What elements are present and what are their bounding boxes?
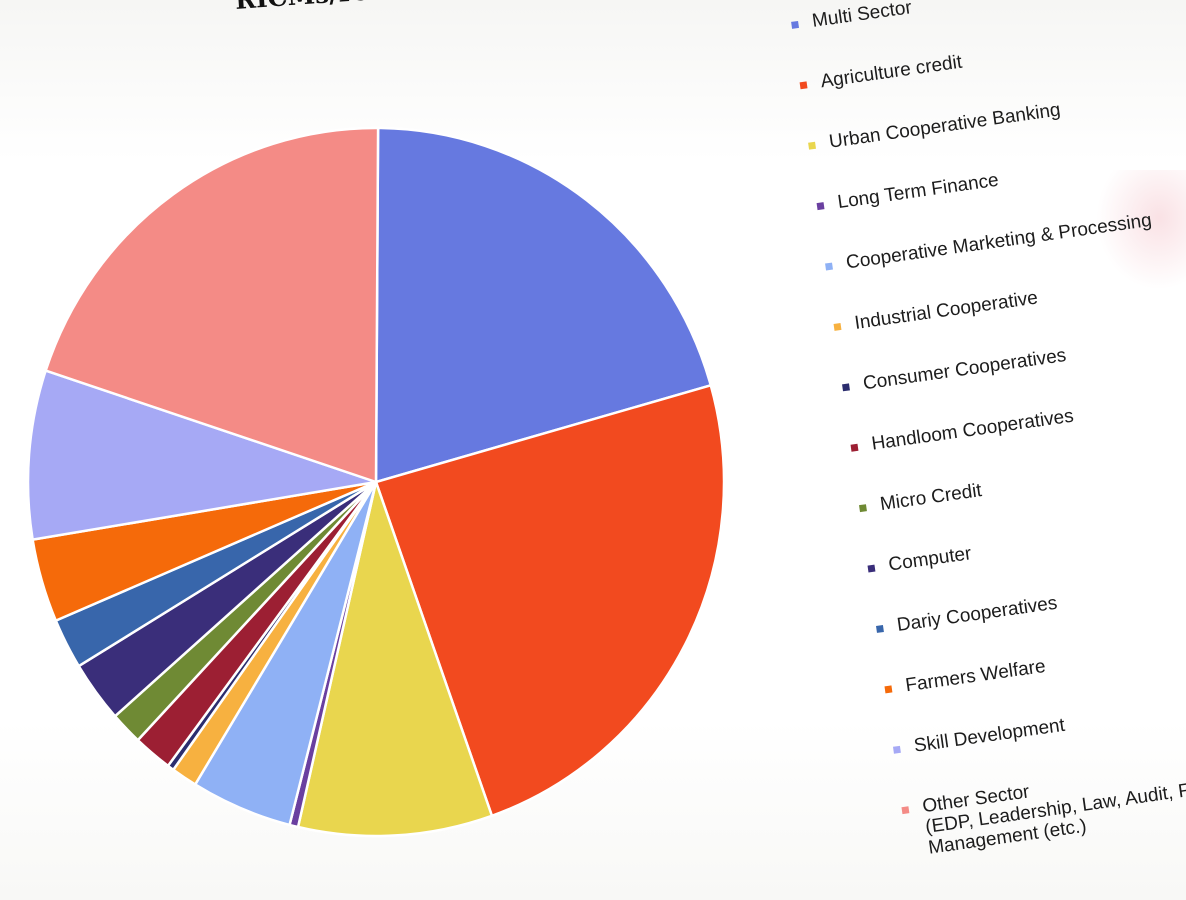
- legend-item-computer: Computer: [866, 543, 973, 578]
- pie-chart: [26, 126, 726, 838]
- legend-item-micro-credit: Micro Credit: [858, 480, 983, 518]
- legend-item-industrial-cooperative: Industrial Cooperative: [832, 287, 1039, 336]
- legend-item-farmers-welfare: Farmers Welfare: [883, 655, 1047, 699]
- legend-swatch: [867, 564, 876, 573]
- legend-swatch: [808, 141, 816, 150]
- legend-label: Cooperative Marketing & Processing: [844, 209, 1154, 274]
- legend-label: Industrial Cooperative: [853, 287, 1040, 334]
- legend-swatch: [825, 262, 833, 271]
- legend-swatch: [842, 383, 850, 392]
- legend-label: Computer: [887, 543, 973, 576]
- pie-slice-agriculture-credit: [374, 384, 726, 818]
- legend-swatch: [833, 322, 842, 331]
- legend-swatch: [901, 806, 910, 815]
- legend-item-consumer-cooperatives: Consumer Cooperatives: [841, 345, 1068, 397]
- legend-swatch: [892, 745, 901, 754]
- pie-slice-skill-development: [26, 369, 378, 541]
- legend-item-agriculture-credit: Agriculture credit: [798, 52, 963, 96]
- legend-label: Agriculture credit: [819, 51, 964, 93]
- legend-swatch: [850, 443, 859, 452]
- legend-swatch: [799, 81, 808, 90]
- photo-glare: [1096, 170, 1186, 290]
- legend-label: Skill Development: [912, 714, 1067, 757]
- legend-item-skill-development: Skill Development: [892, 715, 1066, 760]
- legend-label: Handloom Cooperatives: [870, 405, 1076, 455]
- legend-swatch: [859, 504, 867, 513]
- legend-swatch: [791, 20, 800, 29]
- legend-label: Consumer Cooperatives: [861, 345, 1068, 395]
- legend-item-long-term-finance: Long Term Finance: [815, 169, 1000, 216]
- legend-swatch: [816, 202, 825, 211]
- pie-slice-other-sector: [44, 126, 380, 484]
- legend-item-handloom-cooperatives: Handloom Cooperatives: [849, 406, 1075, 458]
- pie-slice-urban-cooperative-banking: [296, 480, 494, 838]
- legend-item-urban-cooperative-banking: Urban Cooperative Banking: [807, 99, 1062, 155]
- pie-slice-multi-sector: [374, 126, 713, 484]
- legend-item-dariy-cooperatives: Dariy Cooperatives: [875, 593, 1059, 639]
- legend-label: Micro Credit: [878, 480, 984, 516]
- legend-swatch: [876, 625, 884, 633]
- legend-swatch: [884, 685, 893, 694]
- legend-label: Long Term Finance: [836, 169, 1000, 214]
- legend-label: Farmers Welfare: [904, 655, 1047, 697]
- legend-label: Urban Cooperative Banking: [827, 99, 1062, 153]
- legend-item-other-sector: Other Sector (EDP, Leadership, Law, Audi…: [900, 752, 1186, 862]
- legend-item-cooperative-marketing-processing: Cooperative Marketing & Processing: [824, 210, 1153, 277]
- legend-label: Dariy Cooperatives: [895, 592, 1059, 636]
- legend-label: Other Sector (EDP, Leadership, Law, Audi…: [921, 772, 1186, 859]
